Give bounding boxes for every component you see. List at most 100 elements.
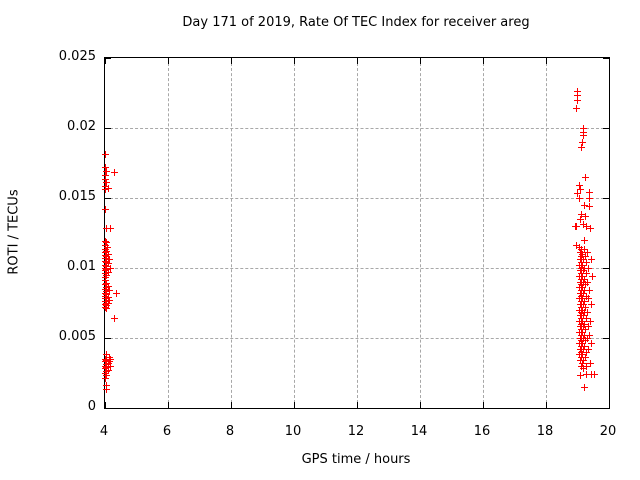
data-point-marker (582, 258, 590, 266)
data-point-marker (105, 296, 113, 304)
data-point-marker (578, 270, 586, 278)
data-point-marker (584, 323, 592, 331)
data-point-marker (102, 375, 110, 383)
grid-line-vertical (546, 58, 547, 408)
data-point-marker (580, 286, 588, 294)
y-tick-mark (105, 268, 111, 269)
data-point-marker (576, 215, 584, 223)
grid-line-vertical (168, 58, 169, 408)
y-tick-label: 0 (87, 399, 96, 414)
grid-line-horizontal (105, 128, 609, 129)
data-point-marker (587, 340, 595, 348)
data-point-marker (586, 359, 594, 367)
grid-line-horizontal (105, 268, 609, 269)
x-tick-mark (483, 402, 484, 408)
data-point-marker (573, 242, 581, 250)
data-point-marker (103, 265, 111, 273)
data-point-marker (103, 305, 111, 313)
data-point-marker (579, 312, 587, 320)
data-point-marker (103, 179, 111, 187)
data-point-marker (582, 314, 590, 322)
data-point-marker (583, 334, 591, 342)
data-point-marker (102, 163, 110, 171)
y-tick-mark-mirror (603, 268, 609, 269)
x-tick-mark (420, 402, 421, 408)
data-point-marker (104, 282, 112, 290)
x-tick-mark (105, 402, 106, 408)
data-point-marker (585, 188, 593, 196)
data-point-marker (103, 225, 111, 233)
y-tick-mark-mirror (603, 198, 609, 199)
y-tick-mark-mirror (603, 128, 609, 129)
data-point-marker (105, 256, 113, 264)
data-point-marker (579, 256, 587, 264)
data-point-marker (103, 291, 111, 299)
data-point-marker (577, 372, 585, 380)
data-point-marker (106, 264, 114, 272)
x-tick-mark-mirror (231, 58, 232, 64)
data-point-marker (584, 264, 592, 272)
data-point-marker (104, 359, 112, 367)
x-tick-label: 14 (410, 424, 428, 439)
data-point-marker (579, 261, 587, 269)
data-point-marker (576, 186, 584, 194)
data-point-marker (103, 279, 111, 287)
data-point-marker (103, 363, 111, 371)
data-point-marker (104, 366, 112, 374)
data-point-marker (578, 144, 586, 152)
data-point-marker (102, 237, 110, 245)
data-point-marker (578, 362, 586, 370)
grid-line-horizontal (105, 198, 609, 199)
data-point-marker (102, 369, 110, 377)
data-point-marker (579, 345, 587, 353)
data-point-marker (580, 320, 588, 328)
x-tick-mark-mirror (609, 58, 610, 64)
data-point-marker (578, 281, 586, 289)
data-point-marker (102, 257, 110, 265)
x-tick-label: 8 (225, 424, 235, 439)
data-point-marker (576, 249, 584, 257)
data-point-marker (104, 243, 112, 251)
data-point-marker (103, 284, 111, 292)
data-point-marker (582, 270, 590, 278)
data-point-marker (579, 131, 587, 139)
data-point-marker (102, 242, 110, 250)
data-point-marker (574, 190, 581, 198)
data-point-marker (113, 289, 121, 297)
data-point-marker (583, 278, 591, 286)
data-point-marker (579, 284, 587, 292)
data-point-marker (102, 303, 110, 311)
data-point-marker (579, 323, 587, 331)
y-tick-label: 0.015 (58, 189, 96, 204)
x-tick-mark (294, 402, 295, 408)
y-tick-mark (105, 58, 111, 59)
data-point-marker (581, 337, 589, 345)
x-tick-mark (231, 402, 232, 408)
data-point-marker (102, 186, 110, 194)
data-point-marker (579, 340, 587, 348)
data-point-marker (587, 300, 595, 308)
data-point-marker (579, 359, 587, 367)
data-point-marker (104, 268, 112, 276)
plot-area (102, 57, 610, 409)
data-point-marker (590, 370, 598, 378)
data-point-marker (579, 272, 587, 280)
data-point-marker (583, 249, 591, 257)
data-point-marker (585, 331, 593, 339)
data-point-marker (578, 303, 586, 311)
data-point-marker (103, 382, 111, 390)
data-point-marker (579, 365, 587, 373)
grid-line-vertical (231, 58, 232, 408)
y-tick-label: 0.02 (67, 119, 96, 134)
grid-line-vertical (294, 58, 295, 408)
data-point-marker (580, 342, 588, 350)
data-point-marker (580, 275, 588, 283)
data-point-marker (102, 172, 110, 180)
grid-line-vertical (357, 58, 358, 408)
x-tick-mark-mirror (294, 58, 295, 64)
data-point-marker (579, 267, 587, 275)
data-point-marker (580, 246, 588, 254)
data-point-marker (578, 354, 586, 362)
data-point-marker (103, 356, 111, 364)
